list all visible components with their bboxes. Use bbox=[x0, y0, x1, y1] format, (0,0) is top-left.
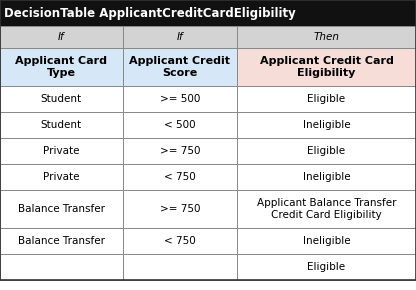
Bar bbox=[0, 164, 123, 190]
Bar bbox=[0, 0, 416, 26]
Bar bbox=[123, 254, 237, 280]
Text: Ineligible: Ineligible bbox=[303, 120, 350, 130]
Bar bbox=[237, 48, 416, 86]
Text: Balance Transfer: Balance Transfer bbox=[18, 236, 105, 246]
Bar bbox=[0, 86, 123, 112]
Bar bbox=[123, 138, 237, 164]
Bar bbox=[237, 190, 416, 228]
Text: If: If bbox=[177, 32, 183, 42]
Text: < 500: < 500 bbox=[164, 120, 196, 130]
Text: Private: Private bbox=[43, 146, 79, 156]
Text: >= 750: >= 750 bbox=[160, 146, 200, 156]
Bar bbox=[123, 26, 237, 48]
Text: Applicant Credit
Score: Applicant Credit Score bbox=[129, 56, 230, 78]
Bar bbox=[0, 26, 123, 48]
Text: Eligible: Eligible bbox=[307, 146, 346, 156]
Bar bbox=[123, 112, 237, 138]
Bar bbox=[123, 190, 237, 228]
Bar bbox=[123, 164, 237, 190]
Bar bbox=[237, 254, 416, 280]
Bar bbox=[0, 112, 123, 138]
Text: Student: Student bbox=[41, 94, 82, 104]
Text: Then: Then bbox=[314, 32, 339, 42]
Text: Eligible: Eligible bbox=[307, 262, 346, 272]
Bar bbox=[0, 138, 123, 164]
Text: Balance Transfer: Balance Transfer bbox=[18, 204, 105, 214]
Bar bbox=[237, 26, 416, 48]
Text: Private: Private bbox=[43, 172, 79, 182]
Bar bbox=[237, 112, 416, 138]
Text: >= 500: >= 500 bbox=[160, 94, 200, 104]
Text: Applicant Balance Transfer
Credit Card Eligibility: Applicant Balance Transfer Credit Card E… bbox=[257, 198, 396, 220]
Text: Student: Student bbox=[41, 120, 82, 130]
Bar bbox=[123, 86, 237, 112]
Bar bbox=[0, 254, 123, 280]
Bar bbox=[237, 138, 416, 164]
Text: Applicant Credit Card
Eligibility: Applicant Credit Card Eligibility bbox=[260, 56, 394, 78]
Text: Ineligible: Ineligible bbox=[303, 172, 350, 182]
Text: < 750: < 750 bbox=[164, 236, 196, 246]
Text: >= 750: >= 750 bbox=[160, 204, 200, 214]
Bar bbox=[0, 48, 123, 86]
Text: Applicant Card
Type: Applicant Card Type bbox=[15, 56, 107, 78]
Text: Eligible: Eligible bbox=[307, 94, 346, 104]
Text: Ineligible: Ineligible bbox=[303, 236, 350, 246]
Text: DecisionTable ApplicantCreditCardEligibility: DecisionTable ApplicantCreditCardEligibi… bbox=[4, 6, 296, 19]
Text: If: If bbox=[58, 32, 64, 42]
Bar bbox=[237, 164, 416, 190]
Bar bbox=[0, 228, 123, 254]
Bar bbox=[237, 86, 416, 112]
Bar bbox=[123, 48, 237, 86]
Bar bbox=[0, 190, 123, 228]
Bar bbox=[237, 228, 416, 254]
Text: < 750: < 750 bbox=[164, 172, 196, 182]
Bar bbox=[123, 228, 237, 254]
